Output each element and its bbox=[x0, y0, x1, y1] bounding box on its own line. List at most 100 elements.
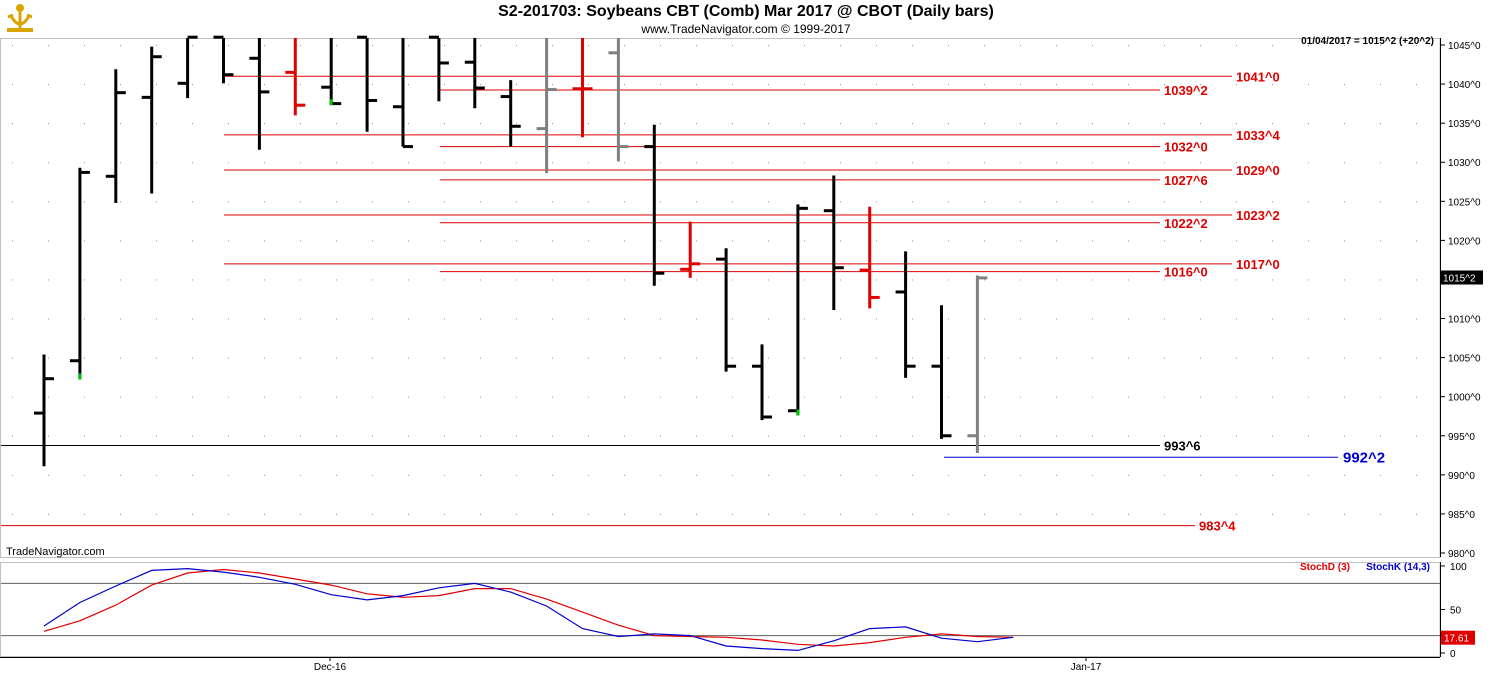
grid-dot bbox=[408, 84, 409, 86]
grid-dot bbox=[984, 357, 985, 359]
grid-dot bbox=[876, 162, 877, 164]
grid-dot bbox=[84, 123, 85, 125]
grid-dot bbox=[948, 162, 949, 164]
grid-dot bbox=[912, 162, 913, 164]
grid-dot bbox=[1056, 357, 1057, 359]
grid-dot bbox=[1164, 318, 1165, 320]
grid-dot bbox=[300, 396, 301, 398]
grid-dot bbox=[264, 240, 265, 242]
grid-dot bbox=[1128, 45, 1129, 46]
grid-dot bbox=[300, 84, 301, 86]
grid-dot bbox=[1380, 357, 1381, 359]
footer-brand: TradeNavigator.com bbox=[6, 546, 105, 558]
grid-dot bbox=[516, 279, 517, 281]
grid-dot bbox=[516, 45, 517, 46]
grid-dot bbox=[768, 201, 769, 203]
grid-dot bbox=[1020, 396, 1021, 398]
ohlc-bar bbox=[285, 38, 306, 116]
grid-dot bbox=[516, 201, 517, 203]
grid-dot bbox=[408, 474, 409, 476]
grid-dot bbox=[696, 513, 697, 515]
grid-dot bbox=[48, 123, 49, 125]
grid-dot bbox=[1272, 435, 1273, 437]
grid-dot bbox=[156, 318, 157, 320]
grid-dot bbox=[336, 123, 337, 125]
grid-dot bbox=[444, 279, 445, 281]
grid-dot bbox=[1200, 123, 1201, 125]
grid-dot bbox=[624, 162, 625, 164]
grid-dot bbox=[660, 357, 661, 359]
grid-dot bbox=[1308, 318, 1309, 320]
grid-dot bbox=[1236, 435, 1237, 437]
grid-dot bbox=[1236, 45, 1237, 46]
grid-dot bbox=[1380, 435, 1381, 437]
grid-dot bbox=[1020, 318, 1021, 320]
grid-dot bbox=[444, 240, 445, 242]
ohlc-bar bbox=[500, 80, 521, 147]
grid-dot bbox=[804, 162, 805, 164]
grid-dot bbox=[1128, 123, 1129, 125]
ohlc-bar bbox=[680, 221, 701, 278]
grid-dot bbox=[1344, 45, 1345, 46]
grid-dot bbox=[732, 201, 733, 203]
grid-dot bbox=[696, 435, 697, 437]
grid-dot bbox=[1416, 279, 1417, 281]
grid-dot bbox=[1272, 123, 1273, 125]
date-tick-label: Jan-17 bbox=[1071, 662, 1102, 673]
grid-dot bbox=[696, 162, 697, 164]
grid-dot bbox=[1344, 123, 1345, 125]
grid-dot bbox=[876, 513, 877, 515]
grid-dot bbox=[264, 84, 265, 86]
grid-dot bbox=[948, 318, 949, 320]
grid-dot bbox=[228, 435, 229, 437]
grid-dot bbox=[516, 357, 517, 359]
grid-dot bbox=[1272, 396, 1273, 398]
grid-dot bbox=[1380, 45, 1381, 46]
grid-dot bbox=[156, 123, 157, 125]
grid-dot bbox=[624, 318, 625, 320]
grid-dot bbox=[372, 162, 373, 164]
grid-dot bbox=[732, 474, 733, 476]
grid-dot bbox=[1308, 474, 1309, 476]
grid-dot bbox=[1200, 474, 1201, 476]
grid-dot bbox=[624, 357, 625, 359]
ohlc-bar bbox=[34, 354, 54, 467]
grid-dot bbox=[1380, 318, 1381, 320]
grid-dot bbox=[1236, 474, 1237, 476]
grid-dot bbox=[408, 201, 409, 203]
grid-dot bbox=[156, 513, 157, 515]
grid-dot bbox=[12, 45, 13, 46]
grid-dot bbox=[1416, 357, 1417, 359]
grid-dot bbox=[1128, 513, 1129, 515]
grid-dot bbox=[588, 396, 589, 398]
grid-dot bbox=[1128, 84, 1129, 86]
grid-dot bbox=[948, 357, 949, 359]
grid-dot bbox=[624, 123, 625, 125]
grid-dot bbox=[192, 396, 193, 398]
grid-dot bbox=[1416, 45, 1417, 46]
grid-dot bbox=[768, 474, 769, 476]
grid-dot bbox=[192, 240, 193, 242]
grid-dot bbox=[624, 279, 625, 281]
grid-dot bbox=[984, 123, 985, 125]
grid-dot bbox=[120, 474, 121, 476]
grid-dot bbox=[372, 318, 373, 320]
ohlc-bar bbox=[213, 35, 234, 84]
grid-dot bbox=[480, 201, 481, 203]
grid-dot bbox=[1200, 357, 1201, 359]
grid-dot bbox=[912, 513, 913, 515]
grid-dot bbox=[300, 240, 301, 242]
grid-dot bbox=[1092, 84, 1093, 86]
grid-dot bbox=[840, 162, 841, 164]
grid-dot bbox=[192, 357, 193, 359]
grid-dot bbox=[120, 45, 121, 46]
grid-dot bbox=[660, 84, 661, 86]
grid-dot bbox=[948, 45, 949, 46]
grid-dot bbox=[408, 162, 409, 164]
grid-dot bbox=[1236, 123, 1237, 125]
grid-dot bbox=[516, 84, 517, 86]
stoch-d-legend: StochD (3) bbox=[1300, 562, 1350, 573]
grid-dot bbox=[444, 162, 445, 164]
grid-dot bbox=[408, 396, 409, 398]
grid-dot bbox=[228, 45, 229, 46]
